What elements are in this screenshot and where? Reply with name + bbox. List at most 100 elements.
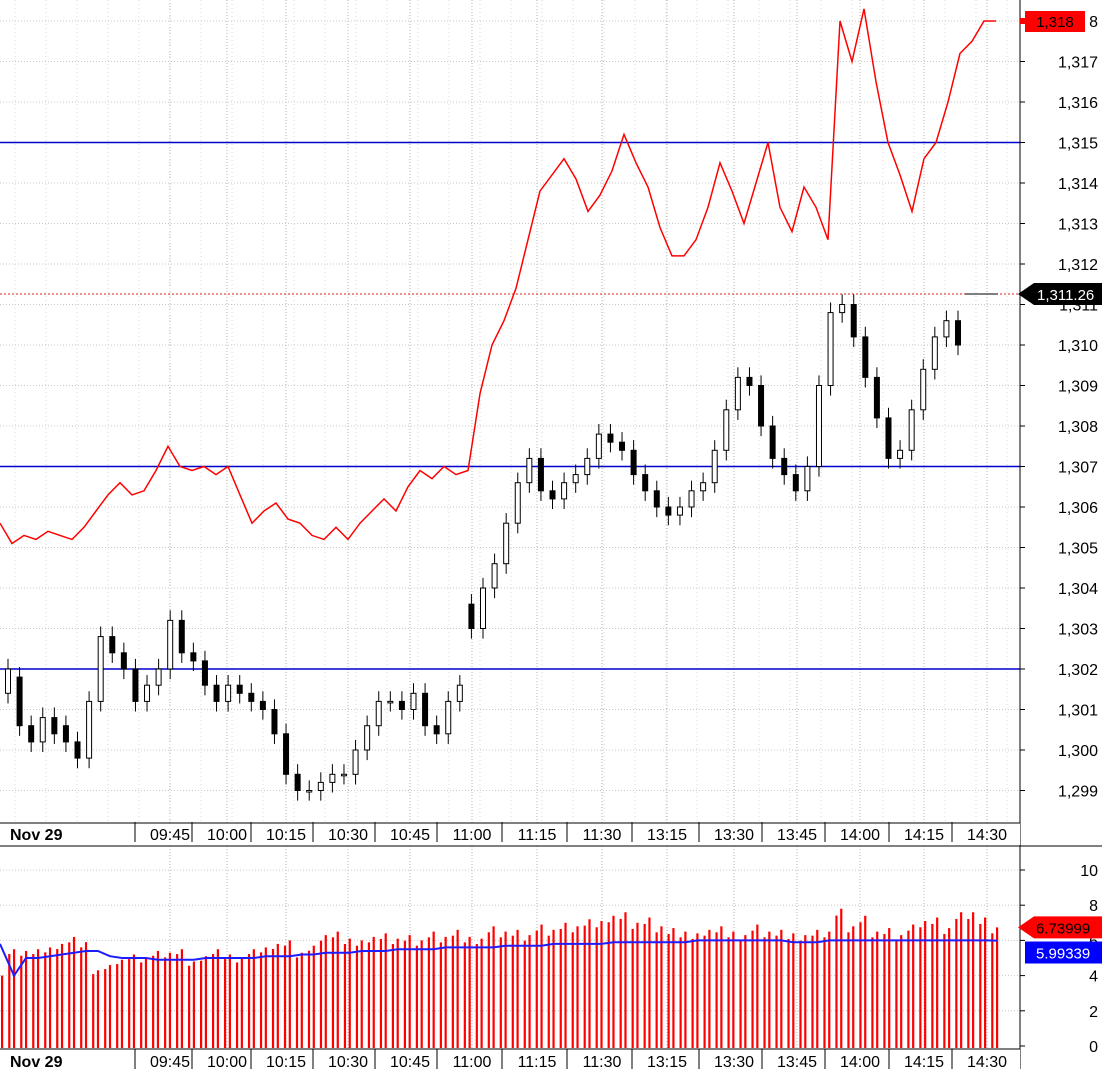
volume-bar xyxy=(259,952,263,1048)
volume-bar xyxy=(68,942,71,1048)
y-tick-label: 1,303 xyxy=(1058,622,1098,639)
volume-bar xyxy=(367,942,371,1048)
volume-bar xyxy=(12,949,16,1048)
x-tick-label: 10:15 xyxy=(266,827,306,844)
volume-average-marker-label: 5.99339 xyxy=(1036,946,1090,963)
volume-bar xyxy=(895,940,898,1048)
candle-body xyxy=(248,692,255,702)
x-tick-label: Nov 29 xyxy=(10,1054,63,1069)
candle-body xyxy=(676,506,683,516)
volume-bar xyxy=(439,942,442,1048)
volume-bar xyxy=(228,954,231,1048)
candle-body xyxy=(283,733,290,775)
volume-bar xyxy=(444,936,447,1048)
volume-bar xyxy=(804,935,807,1048)
x-tick-label: 13:45 xyxy=(777,827,817,844)
price-series xyxy=(0,8,996,801)
volume-bar xyxy=(140,962,143,1048)
candle-body xyxy=(51,717,58,735)
volume-bar xyxy=(32,954,35,1048)
volume-bar xyxy=(636,922,639,1048)
volume-bar xyxy=(144,958,148,1048)
price-markers: 1,318 1,311.26 6.73999 5.99339 xyxy=(1018,11,1102,964)
x-tick-label: 10:00 xyxy=(207,827,247,844)
x-axis-band-price xyxy=(0,823,1020,845)
volume-bar xyxy=(240,958,243,1048)
volume-bar xyxy=(559,928,562,1048)
volume-bar xyxy=(588,919,591,1048)
candle-body xyxy=(97,636,104,702)
candle-body xyxy=(178,619,185,654)
y-tick-label: 1,299 xyxy=(1058,784,1098,801)
candle-body xyxy=(537,457,544,492)
last-value-marker-pointer xyxy=(1020,18,1028,24)
volume-bar xyxy=(799,940,802,1048)
y-tick-label: 1,306 xyxy=(1058,500,1098,517)
y-tick-label-volume: 10 xyxy=(1080,863,1098,880)
volume-bar xyxy=(600,921,603,1048)
current-price-marker-label: 1,311.26 xyxy=(1037,287,1094,304)
volume-bar xyxy=(456,929,459,1048)
candle-body xyxy=(201,660,208,686)
volume-bar xyxy=(823,937,826,1048)
volume-bar xyxy=(475,944,478,1048)
volume-bar xyxy=(703,935,706,1048)
candle-body xyxy=(422,692,429,727)
candle-body xyxy=(375,700,382,727)
red-line-series xyxy=(0,8,996,545)
volume-bar xyxy=(1,975,4,1048)
volume-bar xyxy=(300,952,303,1048)
last-value-marker-box xyxy=(1025,11,1085,32)
volume-bar xyxy=(511,935,514,1048)
volume-bar xyxy=(547,935,550,1048)
candle-body xyxy=(410,692,417,710)
volume-bar xyxy=(931,923,934,1048)
volume-bar xyxy=(164,957,167,1048)
volume-bar xyxy=(463,942,466,1048)
candle-body xyxy=(561,482,568,500)
volume-bar xyxy=(307,950,311,1048)
volume-bar xyxy=(768,931,771,1048)
candle-body xyxy=(433,725,440,735)
candle-body xyxy=(723,409,730,451)
y-tick-label: 1,304 xyxy=(1058,581,1098,598)
volume-bar xyxy=(384,933,387,1048)
candle-body xyxy=(120,652,127,670)
volume-bar xyxy=(780,929,783,1048)
volume-bar xyxy=(235,962,239,1048)
volume-bar xyxy=(499,937,502,1048)
candle-body xyxy=(398,700,405,711)
y-tick-label: 1,312 xyxy=(1058,257,1098,274)
volume-bar xyxy=(948,928,951,1048)
volume-bar xyxy=(943,933,946,1048)
candle-body xyxy=(387,700,394,704)
volume-bar xyxy=(487,932,490,1048)
candle-body xyxy=(236,684,243,694)
volume-bar xyxy=(295,957,299,1048)
volume-bar xyxy=(56,949,59,1048)
volume-bar xyxy=(672,928,675,1048)
volume-bar xyxy=(283,945,287,1048)
volume-bar xyxy=(372,936,375,1048)
volume-bar xyxy=(104,969,107,1048)
y-tick-label: 1,308 xyxy=(1058,419,1098,436)
volume-bar xyxy=(744,935,747,1048)
x-tick-label: 09:45 xyxy=(150,1054,190,1069)
volume-bar xyxy=(271,949,275,1048)
candle-body xyxy=(514,482,521,524)
candle-body xyxy=(885,417,892,459)
volume-bar xyxy=(888,928,891,1048)
candle-body xyxy=(503,522,510,565)
volume-bar xyxy=(691,938,694,1048)
volume-bar xyxy=(811,935,814,1048)
volume-bar xyxy=(247,954,251,1048)
candle-body xyxy=(340,773,347,777)
candle-body xyxy=(28,725,35,743)
volume-bar xyxy=(391,944,395,1048)
volume-bar xyxy=(607,922,610,1048)
candle-body xyxy=(943,320,950,338)
x-tick-label: 11:30 xyxy=(583,1054,622,1069)
volume-bar xyxy=(427,937,430,1048)
x-axis-ticks: Nov 29 09:45 10:00 10:15 10:30 10:45 11:00 11:1… xyxy=(10,822,1007,1069)
